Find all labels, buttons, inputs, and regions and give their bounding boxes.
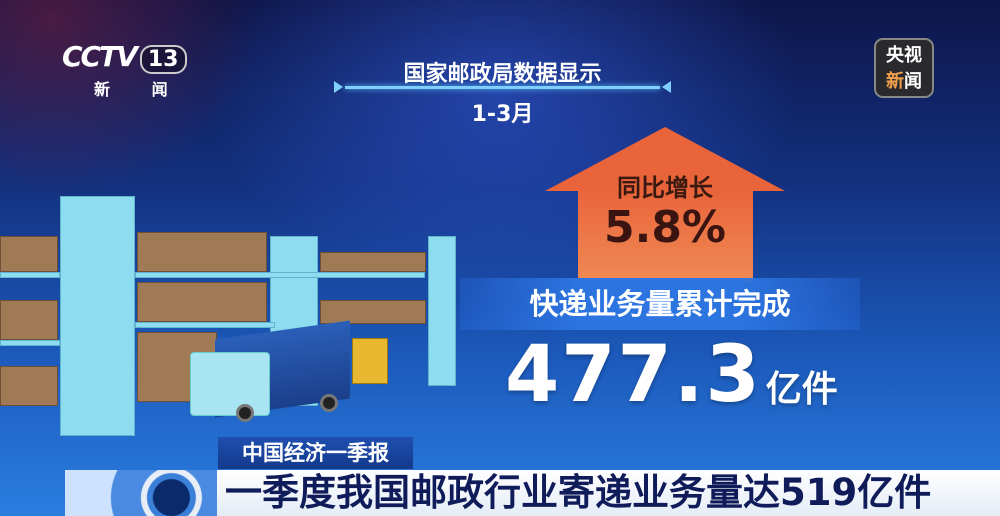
logo-brand: CCTV: [62, 40, 138, 73]
metric-value: 477.3: [505, 330, 762, 420]
globe-graphic: [65, 470, 217, 516]
divider-right-triangle-icon: [662, 81, 671, 93]
cargo-box: [0, 300, 58, 340]
shelf-post: [60, 196, 135, 436]
metric-unit: 亿件: [765, 369, 838, 410]
lower-third-headline: 一季度我国邮政行业寄递业务量达519亿件: [217, 470, 1000, 516]
source-title: 国家邮政局数据显示: [403, 62, 602, 87]
cargo-box: [0, 236, 58, 272]
corner-logo-text: 闻: [904, 71, 922, 92]
forklift: [352, 338, 388, 384]
truck-wheel: [236, 404, 254, 422]
cctv-channel-logo: CCTV 13 新 闻: [62, 40, 187, 100]
shelf-beam: [0, 272, 60, 278]
cargo-box: [137, 282, 267, 322]
cargo-box: [320, 252, 426, 272]
truck-cab: [190, 352, 270, 416]
metric-value-group: 477.3 亿件: [505, 330, 838, 420]
cargo-box: [137, 232, 267, 272]
cargo-box: [320, 300, 426, 324]
lower-third-category: 中国经济一季报: [218, 437, 413, 469]
growth-label: 同比增长: [617, 174, 713, 202]
divider-line: [345, 86, 660, 89]
up-arrow-icon: [545, 127, 785, 191]
corner-logo-line1: 央视: [886, 45, 922, 66]
metric-label: 快递业务量累计完成: [460, 278, 860, 330]
up-arrow-body: [578, 190, 753, 282]
shelf-beam: [135, 322, 275, 328]
shelf-beam: [0, 340, 60, 346]
corner-logo-accent: 新: [886, 71, 904, 92]
period-label: 1-3月: [471, 102, 534, 127]
logo-channel-name: 新 闻: [94, 80, 186, 99]
truck-wheel: [320, 394, 338, 412]
background-glow-red: [0, 0, 260, 200]
cargo-box: [0, 366, 58, 406]
divider-left-triangle-icon: [334, 81, 343, 93]
shelf-beam: [135, 272, 425, 278]
growth-value: 5.8%: [603, 202, 727, 253]
cctv-news-corner-logo: 央视 新闻: [874, 38, 934, 98]
shelf-post: [428, 236, 456, 386]
logo-channel-number: 13: [139, 45, 187, 74]
